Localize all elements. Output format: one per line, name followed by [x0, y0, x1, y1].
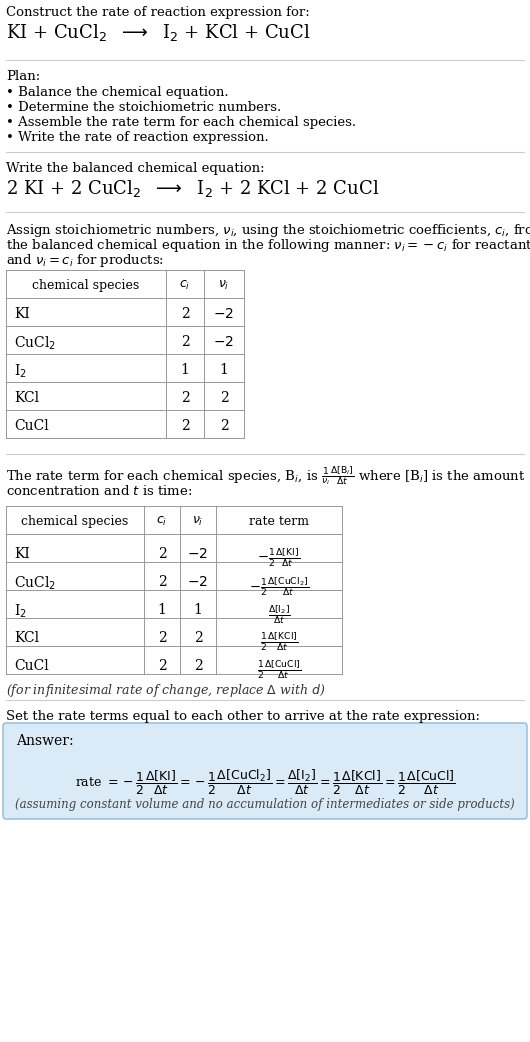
Text: KI: KI: [14, 547, 30, 561]
Text: 2: 2: [181, 334, 189, 349]
Text: Write the balanced chemical equation:: Write the balanced chemical equation:: [6, 162, 264, 175]
Text: KI: KI: [14, 307, 30, 321]
Text: • Balance the chemical equation.: • Balance the chemical equation.: [6, 86, 228, 99]
Text: 1: 1: [219, 363, 228, 377]
Text: Plan:: Plan:: [6, 70, 40, 83]
Text: $c_i$: $c_i$: [179, 279, 191, 292]
Text: 2: 2: [181, 391, 189, 405]
Text: Answer:: Answer:: [16, 734, 74, 748]
Text: $\frac{1}{2}\frac{\Delta[\mathrm{KCl}]}{\Delta t}$: $\frac{1}{2}\frac{\Delta[\mathrm{KCl}]}{…: [260, 631, 298, 653]
Text: chemical species: chemical species: [32, 279, 139, 292]
FancyBboxPatch shape: [3, 723, 527, 819]
Text: CuCl: CuCl: [14, 659, 49, 673]
Text: $-2$: $-2$: [214, 334, 234, 349]
Text: 2: 2: [157, 575, 166, 589]
Text: KCl: KCl: [14, 391, 39, 405]
Text: $\frac{\Delta[\mathrm{I_2}]}{\Delta t}$: $\frac{\Delta[\mathrm{I_2}]}{\Delta t}$: [268, 603, 290, 626]
Text: (for infinitesimal rate of change, replace $\Delta$ with $d$): (for infinitesimal rate of change, repla…: [6, 683, 325, 699]
Text: 2: 2: [193, 631, 202, 645]
Text: 2: 2: [157, 547, 166, 561]
Text: 1: 1: [157, 603, 166, 617]
Text: KCl: KCl: [14, 631, 39, 645]
Text: $\frac{1}{2}\frac{\Delta[\mathrm{CuCl}]}{\Delta t}$: $\frac{1}{2}\frac{\Delta[\mathrm{CuCl}]}…: [257, 659, 301, 681]
Text: 2: 2: [181, 419, 189, 433]
Text: CuCl$_2$: CuCl$_2$: [14, 575, 56, 593]
Text: 2 KI + 2 CuCl$_2$  $\longrightarrow$  I$_2$ + 2 KCl + 2 CuCl: 2 KI + 2 CuCl$_2$ $\longrightarrow$ I$_2…: [6, 178, 379, 199]
Text: (assuming constant volume and no accumulation of intermediates or side products): (assuming constant volume and no accumul…: [15, 798, 515, 811]
Text: I$_2$: I$_2$: [14, 603, 27, 620]
Text: rate $= -\dfrac{1}{2}\dfrac{\Delta[\mathrm{KI}]}{\Delta t} = -\dfrac{1}{2}\dfrac: rate $= -\dfrac{1}{2}\dfrac{\Delta[\math…: [75, 768, 455, 797]
Text: $\nu_i$: $\nu_i$: [192, 515, 204, 528]
Text: $c_i$: $c_i$: [156, 515, 167, 528]
Text: 2: 2: [219, 391, 228, 405]
Text: $-2$: $-2$: [188, 547, 208, 561]
Text: • Assemble the rate term for each chemical species.: • Assemble the rate term for each chemic…: [6, 116, 356, 129]
Text: CuCl$_2$: CuCl$_2$: [14, 334, 56, 352]
Text: rate term: rate term: [249, 515, 309, 528]
Text: the balanced chemical equation in the following manner: $\nu_i = -c_i$ for react: the balanced chemical equation in the fo…: [6, 237, 530, 254]
Text: $-\frac{1}{2}\frac{\Delta[\mathrm{KI}]}{\Delta t}$: $-\frac{1}{2}\frac{\Delta[\mathrm{KI}]}{…: [258, 547, 301, 569]
Text: The rate term for each chemical species, B$_i$, is $\frac{1}{\nu_i}\frac{\Delta[: The rate term for each chemical species,…: [6, 464, 525, 487]
Text: chemical species: chemical species: [21, 515, 129, 528]
Text: 2: 2: [193, 659, 202, 673]
Text: Assign stoichiometric numbers, $\nu_i$, using the stoichiometric coefficients, $: Assign stoichiometric numbers, $\nu_i$, …: [6, 222, 530, 239]
Text: $-\frac{1}{2}\frac{\Delta[\mathrm{CuCl_2}]}{\Delta t}$: $-\frac{1}{2}\frac{\Delta[\mathrm{CuCl_2…: [249, 575, 309, 598]
Text: Construct the rate of reaction expression for:: Construct the rate of reaction expressio…: [6, 6, 310, 19]
Text: $\nu_i$: $\nu_i$: [218, 279, 229, 292]
Text: 1: 1: [181, 363, 189, 377]
Text: 2: 2: [157, 631, 166, 645]
Text: KI + CuCl$_2$  $\longrightarrow$  I$_2$ + KCl + CuCl: KI + CuCl$_2$ $\longrightarrow$ I$_2$ + …: [6, 22, 311, 43]
Text: concentration and $t$ is time:: concentration and $t$ is time:: [6, 483, 192, 498]
Text: I$_2$: I$_2$: [14, 363, 27, 380]
Text: 1: 1: [193, 603, 202, 617]
Text: $-2$: $-2$: [214, 307, 234, 321]
Text: 2: 2: [219, 419, 228, 433]
Text: 2: 2: [157, 659, 166, 673]
Text: CuCl: CuCl: [14, 419, 49, 433]
Text: $-2$: $-2$: [188, 575, 208, 589]
Text: • Determine the stoichiometric numbers.: • Determine the stoichiometric numbers.: [6, 101, 281, 114]
Text: Set the rate terms equal to each other to arrive at the rate expression:: Set the rate terms equal to each other t…: [6, 710, 480, 723]
Text: • Write the rate of reaction expression.: • Write the rate of reaction expression.: [6, 131, 269, 144]
Text: and $\nu_i = c_i$ for products:: and $\nu_i = c_i$ for products:: [6, 252, 164, 269]
Text: 2: 2: [181, 307, 189, 321]
